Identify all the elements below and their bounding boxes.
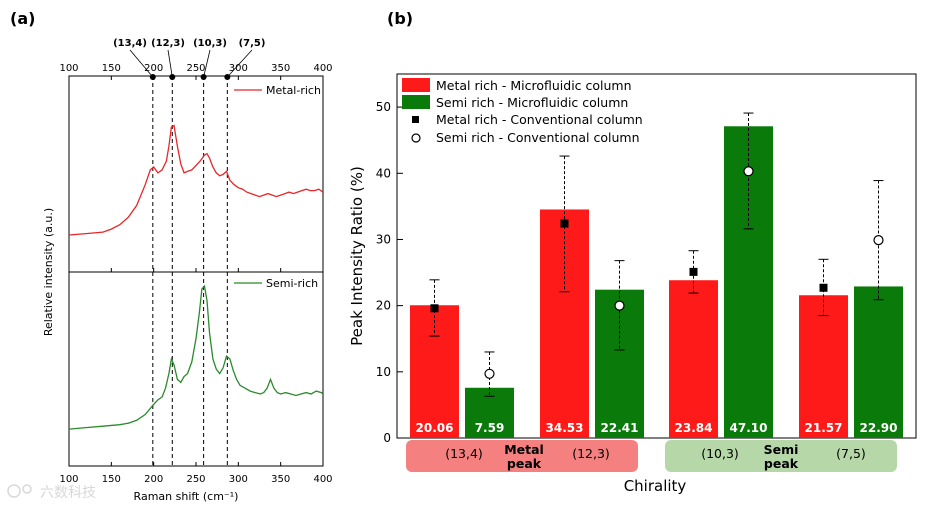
y-tick-label: 10 bbox=[376, 365, 391, 379]
chirality-category-label: (12,3) bbox=[572, 446, 610, 461]
chirality-marker-label: (13,4) bbox=[113, 38, 147, 49]
legend-semi-swatch bbox=[402, 95, 430, 109]
peak-group-box bbox=[665, 440, 897, 472]
conventional-semi-marker bbox=[484, 368, 495, 379]
semi-rich-plot-frame bbox=[68, 271, 324, 467]
bottom-tick-label: 300 bbox=[229, 474, 248, 485]
peak-group-box bbox=[406, 440, 638, 472]
legend-label: Semi rich - Microfluidic column bbox=[436, 95, 628, 110]
bottom-tick-label: 250 bbox=[186, 474, 205, 485]
watermark: 六数科技 bbox=[7, 484, 96, 501]
chirality-pointer-line bbox=[167, 49, 173, 78]
conventional-semi-marker bbox=[873, 235, 884, 246]
raman-spectra-lines bbox=[68, 124, 324, 430]
bar-value-label: 22.90 bbox=[860, 421, 898, 435]
metal-rich-legend-label: Metal-rich bbox=[266, 84, 321, 97]
bar-value-label: 7.59 bbox=[475, 421, 505, 435]
bottom-tick-label: 400 bbox=[313, 474, 332, 485]
top-tick-label: 200 bbox=[144, 63, 163, 74]
raman-spectra-panel: 100 150 200 250 300 350 400 100 150 200 250 300 350… bbox=[42, 38, 333, 503]
chirality-x-axis-label: Chirality bbox=[624, 477, 687, 495]
chirality-category-label: (13,4) bbox=[445, 446, 483, 461]
metal-rich-bar bbox=[799, 295, 848, 438]
y-tick-label: 50 bbox=[376, 100, 391, 114]
top-tick-label: 400 bbox=[313, 63, 332, 74]
chirality-category-label: (7,5) bbox=[836, 446, 866, 461]
metal-rich-bar bbox=[669, 280, 718, 438]
y-tick-label: 0 bbox=[383, 431, 391, 445]
watermark-logo-icon bbox=[7, 484, 21, 498]
bar-value-label: 21.57 bbox=[805, 421, 843, 435]
top-tick-label: 250 bbox=[186, 63, 205, 74]
bottom-tick-label: 150 bbox=[102, 474, 121, 485]
y-axis-ticks: 0 10 20 30 40 50 bbox=[376, 100, 403, 445]
top-tick-label: 300 bbox=[229, 63, 248, 74]
peak-ratio-y-axis-label: Peak Intensity Ratio (%) bbox=[348, 166, 366, 346]
watermark-logo-dot-icon bbox=[22, 484, 32, 494]
peak-group-title: peak bbox=[764, 456, 799, 471]
chirality-markers: (13,4) (12,3) (10,3) (7,5) bbox=[113, 38, 265, 466]
bar-series: (13,4) (12,3) (10,3) (7,5) 20.06 34.53 23.84 21… bbox=[410, 112, 903, 461]
bar-plot-frame bbox=[396, 73, 917, 439]
legend-label: Semi rich - Conventional column bbox=[436, 130, 640, 145]
chirality-marker-label: (10,3) bbox=[193, 38, 227, 49]
panel-a-label: (a) bbox=[10, 9, 35, 28]
bar-value-label: 34.53 bbox=[546, 421, 584, 435]
chirality-marker-dot bbox=[200, 74, 207, 80]
peak-group-title: Semi bbox=[764, 442, 799, 457]
conventional-metal-marker bbox=[689, 267, 698, 276]
raman-y-axis-label: Relative intensity (a.u.) bbox=[42, 208, 55, 336]
top-tick-label: 100 bbox=[59, 63, 78, 74]
bottom-tick-label: 200 bbox=[144, 474, 163, 485]
bar-chart-legend: Metal rich - Microfluidic column Semi ric… bbox=[402, 78, 643, 145]
raman-x-axis-label: Raman shift (cm⁻¹) bbox=[134, 490, 239, 503]
y-tick-label: 40 bbox=[376, 166, 391, 180]
bar-value-label: 22.41 bbox=[601, 421, 639, 435]
bottom-x-axis-ticks: 100 150 200 250 300 350 400 bbox=[59, 268, 333, 485]
legend-metal-swatch bbox=[402, 78, 430, 92]
chirality-marker-label: (7,5) bbox=[239, 38, 266, 49]
y-tick-label: 30 bbox=[376, 232, 391, 246]
bar-value-label: 23.84 bbox=[675, 421, 713, 435]
semi-rich-bar bbox=[854, 286, 903, 438]
semi-rich-bar bbox=[595, 289, 644, 438]
watermark-text: 六数科技 bbox=[40, 485, 96, 501]
top-tick-label: 150 bbox=[102, 63, 121, 74]
chirality-pointer-line bbox=[227, 49, 253, 78]
chirality-marker-label: (12,3) bbox=[151, 38, 185, 49]
conventional-metal-marker bbox=[819, 283, 828, 292]
bar-value-label: 20.06 bbox=[416, 421, 454, 435]
metal-rich-plot-frame bbox=[68, 75, 324, 273]
y-tick-label: 20 bbox=[376, 299, 391, 313]
semi-rich-legend-label: Semi-rich bbox=[266, 277, 318, 290]
metal-rich-spectrum-line bbox=[68, 124, 324, 236]
legend-label: Metal rich - Microfluidic column bbox=[436, 78, 632, 93]
chirality-category-label: (10,3) bbox=[701, 446, 739, 461]
bar-value-label: 47.10 bbox=[730, 421, 768, 435]
top-tick-label: 350 bbox=[271, 63, 290, 74]
bottom-tick-label: 350 bbox=[271, 474, 290, 485]
top-x-axis-ticks: 100 150 200 250 300 350 400 bbox=[59, 63, 333, 80]
peak-group-title: peak bbox=[507, 456, 542, 471]
legend-open-circle-icon bbox=[411, 133, 421, 143]
conventional-semi-marker bbox=[614, 300, 625, 311]
chirality-marker-dot bbox=[224, 74, 231, 80]
bottom-tick-label: 100 bbox=[59, 474, 78, 485]
chirality-pointer-line bbox=[203, 49, 211, 78]
panel-b-label: (b) bbox=[387, 9, 413, 28]
legend-filled-square-icon bbox=[412, 116, 419, 123]
semi-rich-spectrum-line bbox=[68, 284, 324, 430]
legend-label: Metal rich - Conventional column bbox=[436, 112, 643, 127]
chirality-pointer-line bbox=[129, 49, 154, 78]
conventional-metal-marker bbox=[430, 304, 439, 313]
conventional-metal-marker bbox=[560, 219, 569, 228]
chirality-marker-dot bbox=[149, 74, 156, 80]
chirality-marker-dot bbox=[169, 74, 176, 80]
peak-group-title: Metal bbox=[504, 442, 544, 457]
conventional-semi-marker bbox=[743, 166, 754, 177]
